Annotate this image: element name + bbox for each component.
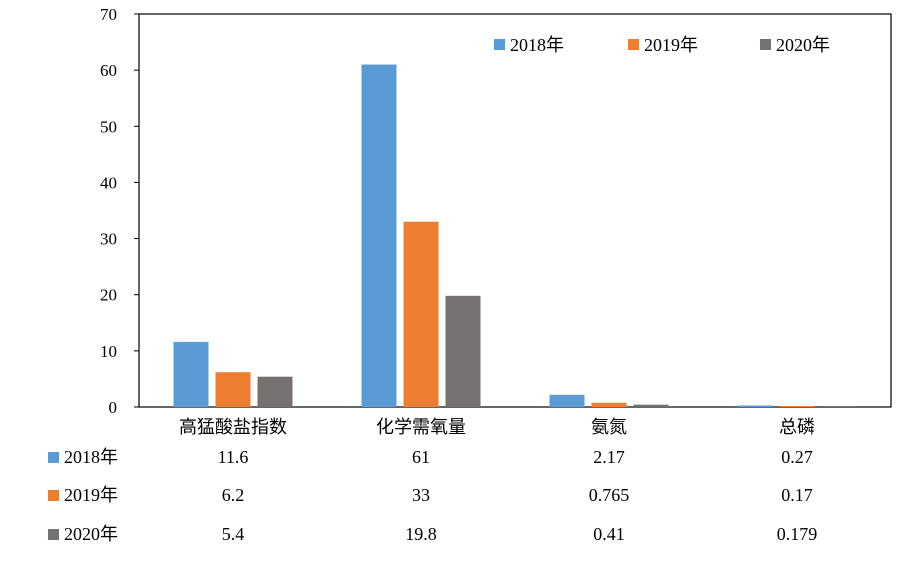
legend-swatch [628, 39, 639, 50]
plot-frame [138, 13, 892, 408]
category-label: 总磷 [779, 417, 815, 438]
table-cell: 19.8 [405, 524, 437, 544]
table-cell: 6.2 [222, 485, 245, 505]
table-cell: 0.17 [781, 485, 813, 505]
category-label: 化学需氧量 [376, 417, 466, 438]
chart-bars [173, 64, 857, 408]
category-label: 氨氮 [591, 417, 627, 438]
table-row: 2018年 11.6 61 2.17 0.27 [48, 447, 813, 467]
y-tick-label: 70 [100, 5, 117, 24]
y-tick-label: 0 [109, 398, 118, 417]
bar-2020年-化学需氧量 [445, 295, 481, 407]
legend-swatch [760, 39, 771, 50]
table-row-label: 2019年 [64, 485, 118, 505]
legend-label: 2018年 [510, 35, 564, 55]
table-cell: 33 [412, 485, 430, 505]
table-cell: 0.41 [593, 524, 625, 544]
bar-2018年-氨氮 [549, 394, 585, 407]
bar-2018年-总磷 [737, 405, 773, 407]
legend-swatch [494, 39, 505, 50]
bar-2019年-氨氮 [591, 402, 627, 407]
y-tick-label: 20 [100, 286, 117, 305]
table-row-swatch [48, 452, 59, 463]
category-label: 高猛酸盐指数 [179, 417, 287, 438]
table-cell: 0.179 [777, 524, 818, 544]
y-axis-ticks: 0 10 20 30 40 50 60 70 [100, 5, 139, 417]
bar-2020年-高猛酸盐指数 [257, 376, 293, 407]
x-axis-categories: 高猛酸盐指数 化学需氧量 氨氮 总磷 [179, 417, 815, 438]
bar-2019年-化学需氧量 [403, 221, 439, 407]
y-tick-label: 10 [100, 342, 117, 361]
legend-item: 2019年 [628, 35, 698, 55]
table-row-label: 2018年 [64, 447, 118, 467]
bar-2020年-氨氮 [633, 404, 669, 407]
table-cell: 61 [412, 447, 430, 467]
table-row-swatch [48, 529, 59, 540]
table-cell: 5.4 [222, 524, 245, 544]
y-tick-label: 30 [100, 230, 117, 249]
legend-label: 2020年 [776, 35, 830, 55]
bar-2018年-化学需氧量 [361, 64, 397, 408]
y-tick-label: 50 [100, 117, 117, 136]
legend-item: 2020年 [760, 35, 830, 55]
table-row-swatch [48, 490, 59, 501]
y-tick-label: 60 [100, 61, 117, 80]
legend-item: 2018年 [494, 35, 564, 55]
table-row: 2020年 5.4 19.8 0.41 0.179 [48, 524, 817, 544]
table-row: 2019年 6.2 33 0.765 0.17 [48, 485, 813, 505]
table-row-label: 2020年 [64, 524, 118, 544]
table-cell: 11.6 [218, 447, 249, 467]
bar-2020年-总磷 [821, 405, 857, 407]
y-tick-label: 40 [100, 173, 117, 192]
table-cell: 0.765 [589, 485, 630, 505]
bar-2019年-高猛酸盐指数 [215, 372, 251, 407]
bar-2019年-总磷 [779, 406, 815, 407]
chart-legend: 2018年 2019年 2020年 [494, 35, 830, 55]
chart-axes [138, 13, 892, 408]
legend-label: 2019年 [644, 35, 698, 55]
table-cell: 0.27 [781, 447, 813, 467]
bar-2018年-高猛酸盐指数 [173, 341, 209, 407]
table-cell: 2.17 [593, 447, 625, 467]
